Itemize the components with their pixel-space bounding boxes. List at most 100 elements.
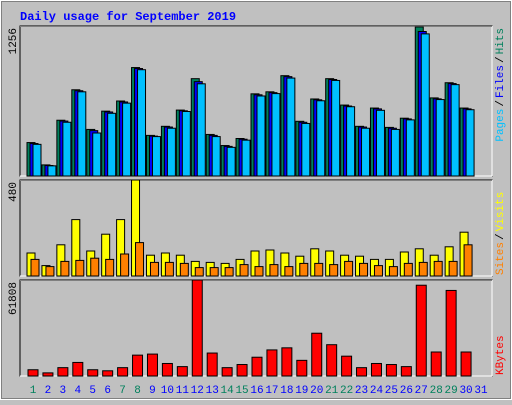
x-tick-label: 27 <box>415 385 428 397</box>
x-tick-label: 2 <box>45 385 52 397</box>
x-tick-label: 10 <box>161 385 174 397</box>
bar <box>311 332 323 377</box>
bar <box>403 262 413 277</box>
bar <box>346 106 356 177</box>
bar <box>296 359 308 377</box>
x-tick-label: 25 <box>385 385 398 397</box>
bar <box>460 351 472 377</box>
bar <box>433 260 443 277</box>
x-tick-label: 12 <box>191 385 204 397</box>
bar <box>326 344 338 377</box>
bar <box>356 367 368 377</box>
x-tick-label: 18 <box>280 385 293 397</box>
bar <box>151 136 161 177</box>
bar <box>179 262 189 277</box>
legend: Sites /Visits <box>495 192 507 275</box>
bar <box>102 370 114 377</box>
x-tick-label: 20 <box>310 385 323 397</box>
bar <box>47 165 57 177</box>
bar <box>388 266 398 277</box>
bar <box>57 367 69 377</box>
bar <box>30 258 40 277</box>
bar <box>107 112 117 177</box>
x-tick-label: 15 <box>235 385 248 397</box>
bar <box>400 366 412 377</box>
bar <box>196 83 206 177</box>
bar <box>60 260 70 277</box>
bar <box>435 99 445 177</box>
legend-entry: Sites <box>495 242 507 275</box>
legend: KBytes <box>495 335 507 375</box>
legend: Pages / Files / Hits <box>495 28 507 142</box>
bar <box>241 139 251 177</box>
x-tick-label: 24 <box>370 385 384 397</box>
bar <box>122 102 132 177</box>
x-tick-label: 8 <box>134 385 141 397</box>
bar <box>161 362 173 377</box>
x-tick-label: 13 <box>206 385 219 397</box>
bar <box>132 354 144 377</box>
bar <box>301 122 311 177</box>
bar <box>32 143 42 177</box>
bar <box>316 100 326 177</box>
bar <box>211 136 221 177</box>
bar <box>405 119 415 177</box>
bar <box>448 260 458 277</box>
bar <box>77 91 87 177</box>
bar <box>465 109 475 177</box>
x-tick-label: 14 <box>221 385 235 397</box>
x-tick-label: 22 <box>340 385 353 397</box>
x-tick-label: 11 <box>176 385 190 397</box>
x-tick-label: 9 <box>149 385 156 397</box>
bar <box>42 372 54 377</box>
bar <box>390 128 400 177</box>
x-tick-label: 19 <box>295 385 308 397</box>
x-tick-label: 26 <box>400 385 413 397</box>
x-tick-label: 23 <box>355 385 368 397</box>
bar <box>284 266 294 277</box>
bar <box>92 132 102 177</box>
bar <box>27 369 39 377</box>
x-tick-label: 4 <box>74 385 81 397</box>
bar <box>166 127 176 177</box>
bar <box>45 266 55 277</box>
bar <box>314 262 324 277</box>
bar <box>331 79 341 177</box>
x-tick-label: 6 <box>104 385 111 397</box>
bar <box>120 253 130 277</box>
bar <box>329 264 339 277</box>
bar <box>149 261 159 277</box>
x-tick-label: 16 <box>250 385 263 397</box>
bar <box>281 347 293 377</box>
legend-entry: Visits <box>495 192 507 232</box>
x-tick-label: 5 <box>89 385 96 397</box>
bar <box>206 352 218 377</box>
bar <box>385 364 397 377</box>
bar <box>415 284 427 377</box>
bar <box>256 95 266 177</box>
legend-entry: Hits <box>495 28 507 54</box>
bar <box>87 369 99 377</box>
legend-separator: / <box>495 233 507 240</box>
legend-entry: Pages <box>495 109 507 142</box>
bar <box>191 279 203 377</box>
bar <box>146 353 158 377</box>
bar <box>344 260 354 277</box>
bar <box>75 259 85 277</box>
legend-separator: / <box>495 56 507 63</box>
bar <box>418 261 428 277</box>
bar <box>271 93 281 177</box>
bar <box>181 111 191 177</box>
bar <box>226 146 236 177</box>
bar <box>221 367 233 377</box>
bar <box>445 289 457 377</box>
bar <box>236 364 248 377</box>
bar <box>254 266 264 277</box>
bar <box>105 258 115 277</box>
bar <box>117 367 129 377</box>
x-tick-label: 17 <box>265 385 278 397</box>
bar <box>72 361 84 377</box>
legend-separator: / <box>495 100 507 107</box>
bar <box>269 264 279 277</box>
